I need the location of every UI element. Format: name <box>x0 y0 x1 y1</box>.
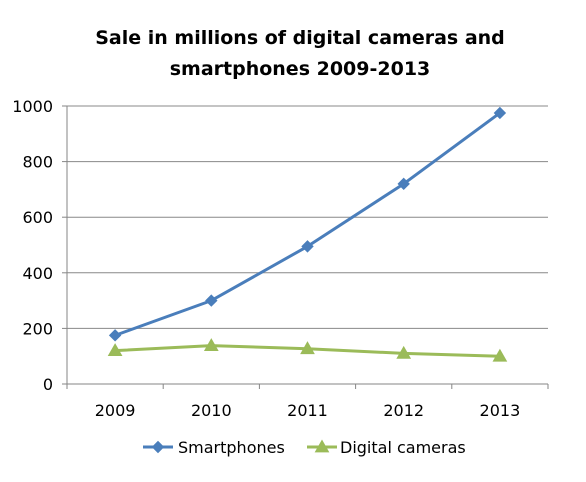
legend-marker <box>314 439 330 453</box>
data-point <box>300 341 315 355</box>
legend-item: Digital cameras <box>307 438 466 457</box>
x-axis-ticks: 2009 2010 2011 2012 2013 <box>95 401 521 420</box>
x-tick-label: 2010 <box>191 401 232 420</box>
x-tick-label: 2011 <box>287 401 328 420</box>
data-point <box>493 106 507 120</box>
y-tick-label: 400 <box>22 264 53 283</box>
x-tick-label: 2012 <box>383 401 424 420</box>
data-point <box>205 294 218 307</box>
y-tick-label: 600 <box>22 208 53 227</box>
series-line <box>114 111 501 337</box>
data-point <box>108 329 122 342</box>
series <box>107 106 508 362</box>
data-point <box>203 338 219 352</box>
legend-marker <box>151 440 165 454</box>
legend-item: Smartphones <box>143 438 285 457</box>
x-tick-label: 2009 <box>95 401 136 420</box>
data-point <box>301 240 314 253</box>
y-tick-label: 800 <box>22 153 53 172</box>
chart-title-line-1: Sale in millions of digital cameras and <box>95 27 505 49</box>
data-point <box>492 348 508 362</box>
legend-label: Smartphones <box>178 438 285 457</box>
y-tick-label: 200 <box>22 319 53 338</box>
legend: Smartphones Digital cameras <box>143 438 466 457</box>
axes <box>62 105 549 389</box>
series-smartphones <box>108 106 507 342</box>
data-point <box>107 343 123 357</box>
y-tick-label: 0 <box>43 375 53 394</box>
x-tick-label: 2013 <box>480 401 521 420</box>
data-point <box>397 177 410 191</box>
chart-title-line-2: smartphones 2009-2013 <box>170 58 431 80</box>
y-tick-label: 1000 <box>12 97 53 116</box>
series-digital-cameras <box>107 338 508 362</box>
legend-label: Digital cameras <box>340 438 466 457</box>
gridlines <box>67 105 548 329</box>
y-axis-ticks: 0 200 400 600 800 1000 <box>12 97 53 394</box>
data-point <box>396 345 412 359</box>
